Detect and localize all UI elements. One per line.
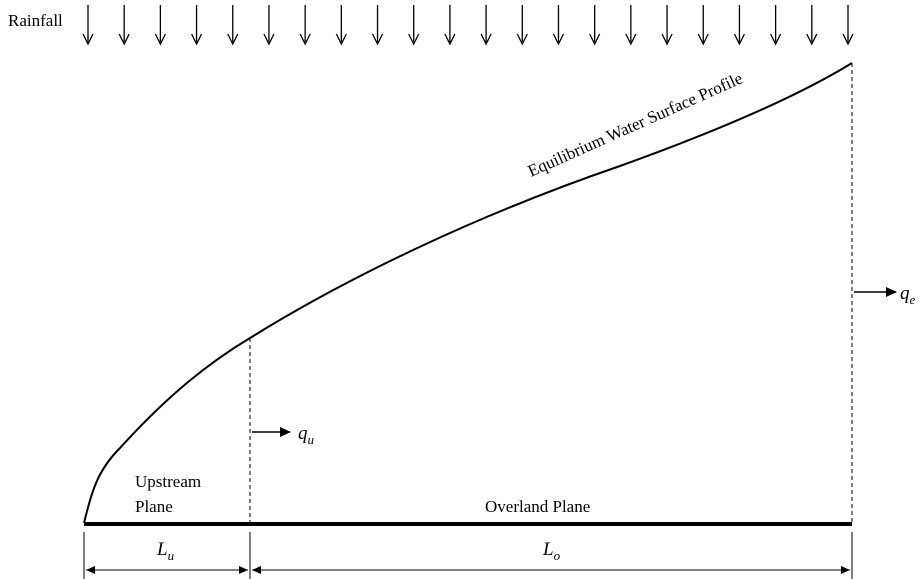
- rainfall-arrow: [154, 5, 166, 46]
- rainfall-arrow: [444, 5, 456, 46]
- rainfall-label: Rainfall: [8, 11, 63, 30]
- rainfall-arrow: [697, 5, 709, 46]
- lu-label: Lu: [156, 539, 175, 563]
- rainfall-arrow: [227, 5, 239, 46]
- rainfall-arrow: [806, 5, 818, 46]
- rainfall-arrow: [118, 5, 130, 46]
- rainfall-arrow: [190, 5, 203, 46]
- rainfall-arrow: [408, 5, 420, 46]
- rainfall-arrows: [82, 5, 854, 46]
- rainfall-arrow: [299, 5, 311, 46]
- qe-label: qe: [900, 283, 916, 307]
- rainfall-arrow: [552, 5, 565, 46]
- rainfall-arrow: [733, 5, 746, 46]
- overland-plane-label: Overland Plane: [485, 497, 590, 516]
- rainfall-arrow: [770, 5, 782, 46]
- rainfall-arrow: [335, 5, 347, 46]
- rainfall-arrow: [480, 5, 492, 46]
- rainfall-arrow: [589, 5, 601, 46]
- rainfall-arrow: [263, 5, 275, 46]
- lo-label: Lo: [542, 539, 561, 563]
- profile-label: Equilibrium Water Surface Profile: [525, 69, 746, 181]
- rainfall-arrow: [842, 5, 854, 46]
- upstream-plane-label: Upstream Plane: [135, 472, 205, 516]
- water-surface-profile-curve: [83, 62, 853, 524]
- qu-label: qu: [298, 423, 315, 447]
- rainfall-arrow: [82, 5, 94, 46]
- rainfall-arrow: [371, 5, 384, 46]
- rainfall-arrow: [661, 5, 673, 46]
- rainfall-arrow: [516, 5, 528, 46]
- rainfall-arrow: [625, 5, 637, 46]
